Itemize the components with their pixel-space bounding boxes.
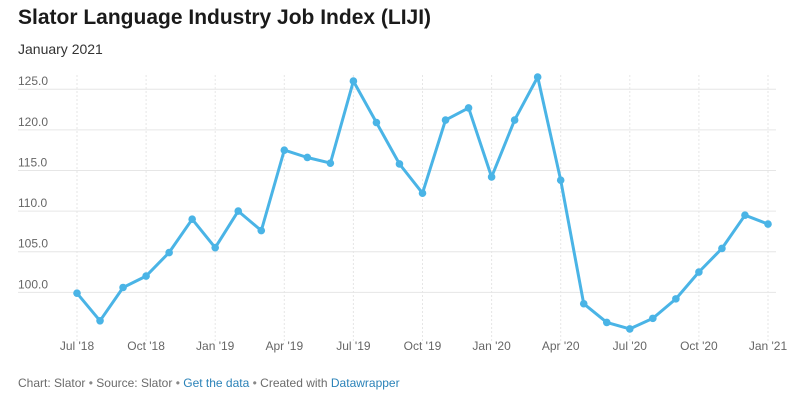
data-point[interactable]	[165, 248, 173, 257]
x-tick-label: Jan '20	[472, 339, 511, 353]
data-point[interactable]	[349, 77, 358, 85]
data-point[interactable]	[418, 189, 427, 198]
get-the-data-link[interactable]: Get the data	[183, 376, 250, 390]
data-point[interactable]	[119, 283, 127, 292]
footer-chart-by: Slator	[54, 376, 86, 390]
series-layer	[73, 73, 772, 333]
data-point[interactable]	[73, 289, 81, 297]
data-point[interactable]	[510, 116, 519, 124]
y-tick-label: 110.0	[18, 196, 47, 210]
data-point[interactable]	[211, 243, 219, 252]
data-point[interactable]	[464, 104, 473, 112]
data-point[interactable]	[764, 220, 772, 228]
footer-separator: •	[252, 376, 257, 390]
footer-created-with: Created with	[260, 376, 328, 390]
x-tick-label: Jul '18	[60, 339, 95, 353]
chart-title: Slator Language Industry Job Index (LIJI…	[18, 6, 432, 29]
footer-separator: •	[88, 376, 93, 390]
footer-source: Slator	[140, 376, 173, 390]
data-point[interactable]	[718, 244, 726, 253]
data-point[interactable]	[741, 211, 749, 219]
y-tick-label: 125.0	[18, 74, 48, 88]
y-tick-label: 115.0	[18, 155, 47, 169]
footer-separator: •	[175, 376, 180, 390]
data-point[interactable]	[326, 159, 335, 167]
datawrapper-link[interactable]: Datawrapper	[330, 376, 400, 390]
data-point[interactable]	[441, 116, 450, 124]
data-point[interactable]	[372, 118, 381, 127]
data-point[interactable]	[533, 73, 542, 81]
x-tick-label: Jan '19	[196, 339, 235, 353]
data-point[interactable]	[556, 176, 565, 185]
data-point[interactable]	[188, 215, 196, 224]
y-axis-ticks: 100.0 105.0 110.0 115.0 120.0 125.0	[18, 74, 48, 291]
x-tick-label: Oct '20	[680, 339, 718, 353]
x-tick-label: Apr '20	[542, 339, 580, 353]
data-point[interactable]	[303, 153, 312, 162]
grid-layer	[18, 75, 776, 341]
chart-footer: Chart: Slator • Source: Slator • Get the…	[18, 376, 400, 390]
x-tick-label: Jul '20	[613, 339, 648, 353]
x-tick-label: Jul '19	[336, 339, 371, 353]
y-tick-label: 120.0	[18, 115, 48, 129]
data-point[interactable]	[395, 160, 404, 168]
chart-subtitle: January 2021	[18, 41, 103, 57]
x-tick-label: Oct '19	[404, 339, 442, 353]
data-point[interactable]	[280, 146, 289, 154]
footer-source-label: Source:	[96, 376, 138, 390]
x-tick-label: Apr '19	[265, 339, 303, 353]
y-tick-label: 100.0	[18, 277, 48, 291]
data-point[interactable]	[626, 325, 634, 333]
y-tick-label: 105.0	[18, 237, 48, 251]
data-point[interactable]	[672, 295, 680, 303]
data-point[interactable]	[234, 207, 243, 215]
x-axis-ticks: Jul '18 Oct '18 Jan '19 Apr '19 Jul '19 Oct '…	[60, 339, 788, 353]
x-tick-label: Jan '21	[749, 339, 788, 353]
line-chart: 100.0 105.0 110.0 115.0 120.0 125.0 Jul '18 Oc…	[18, 73, 788, 353]
data-point[interactable]	[602, 318, 611, 327]
data-point[interactable]	[142, 272, 150, 280]
x-tick-label: Oct '18	[127, 339, 165, 353]
data-point[interactable]	[695, 268, 703, 276]
data-point[interactable]	[96, 317, 104, 325]
footer-chart-label: Chart:	[18, 376, 51, 390]
data-point[interactable]	[487, 173, 496, 181]
data-point[interactable]	[579, 299, 588, 308]
data-point[interactable]	[649, 314, 657, 323]
data-point[interactable]	[257, 226, 266, 235]
